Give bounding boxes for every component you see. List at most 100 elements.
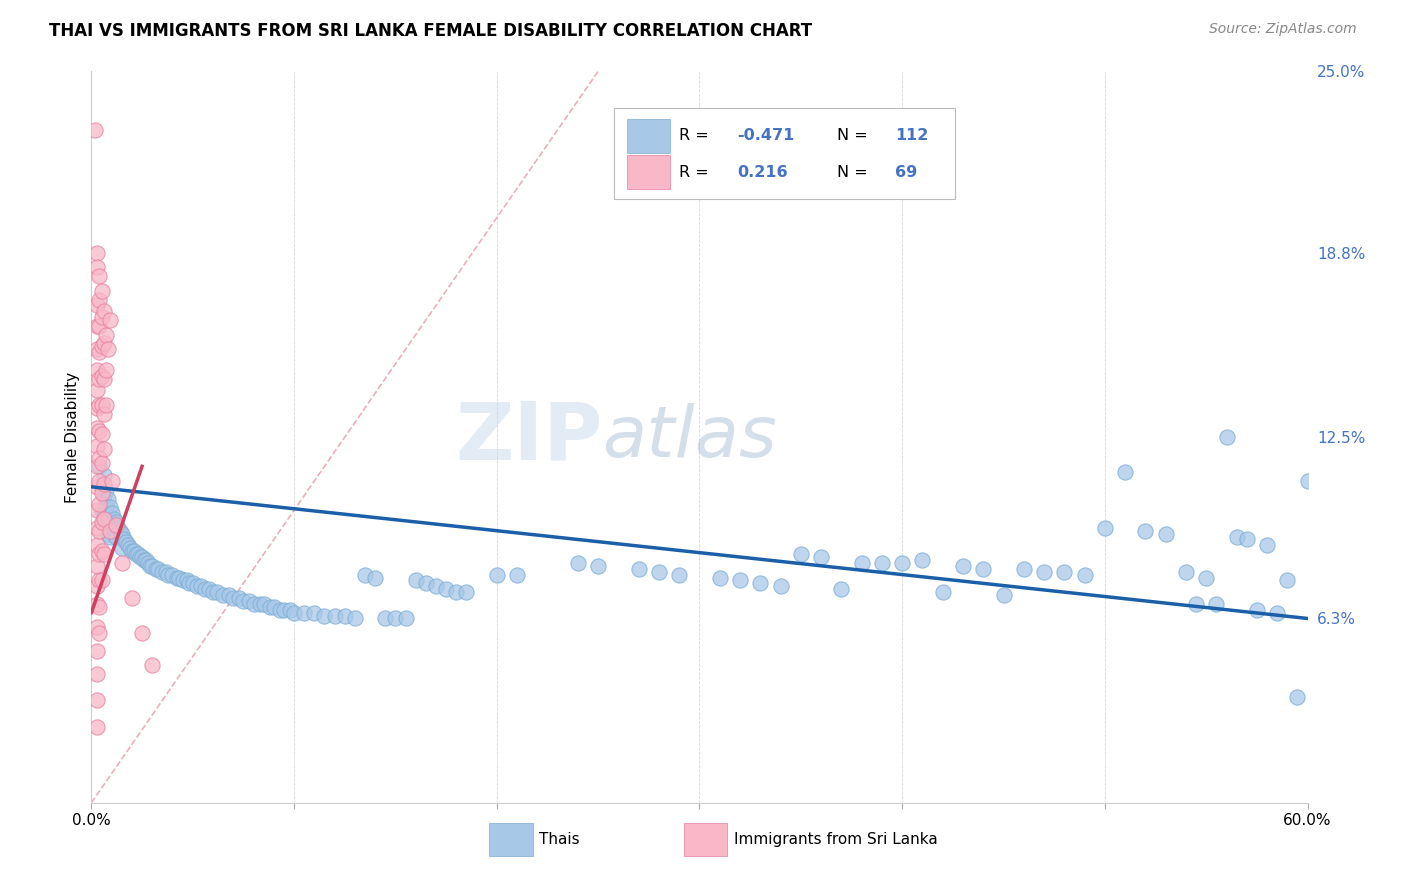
Point: [129, 549, 152, 564]
Point: [749, 576, 772, 591]
Point: [911, 553, 934, 567]
Point: [238, 594, 260, 608]
Point: [343, 611, 366, 625]
Point: [394, 611, 416, 625]
Point: [1053, 565, 1076, 579]
Text: Immigrants from Sri Lanka: Immigrants from Sri Lanka: [734, 832, 938, 847]
Point: [90, 574, 112, 588]
Point: [162, 567, 184, 582]
Point: [232, 594, 254, 608]
Text: Thais: Thais: [538, 832, 579, 847]
Point: [97, 491, 120, 506]
Point: [810, 549, 832, 564]
Point: [1033, 565, 1056, 579]
Point: [648, 565, 671, 579]
Point: [709, 570, 731, 584]
Point: [121, 591, 143, 605]
Point: [127, 547, 149, 561]
Point: [278, 603, 301, 617]
Text: 112: 112: [896, 128, 929, 144]
Point: [202, 585, 225, 599]
Point: [86, 503, 108, 517]
Point: [135, 553, 157, 567]
Point: [405, 574, 427, 588]
Text: Source: ZipAtlas.com: Source: ZipAtlas.com: [1209, 22, 1357, 37]
Point: [93, 442, 115, 456]
Point: [90, 310, 112, 325]
Point: [177, 576, 200, 591]
Point: [314, 608, 336, 623]
FancyBboxPatch shape: [614, 108, 955, 200]
Point: [283, 606, 305, 620]
Point: [485, 567, 508, 582]
Point: [89, 459, 111, 474]
Point: [157, 567, 180, 582]
Point: [870, 556, 893, 570]
Point: [89, 318, 111, 333]
Point: [176, 574, 198, 588]
Point: [249, 597, 271, 611]
Point: [90, 515, 112, 529]
Point: [86, 667, 108, 681]
Point: [86, 720, 108, 734]
Point: [374, 611, 396, 625]
Point: [86, 421, 108, 435]
Point: [93, 512, 115, 526]
Y-axis label: Female Disability: Female Disability: [65, 371, 80, 503]
Point: [1175, 565, 1198, 579]
FancyBboxPatch shape: [683, 822, 727, 856]
Point: [89, 424, 111, 438]
Point: [98, 524, 121, 538]
Point: [627, 562, 650, 576]
Point: [425, 579, 447, 593]
Point: [769, 579, 792, 593]
FancyBboxPatch shape: [489, 822, 533, 856]
Point: [253, 597, 276, 611]
Point: [98, 515, 121, 529]
Point: [456, 585, 478, 599]
Point: [952, 558, 974, 573]
Point: [122, 544, 145, 558]
Point: [384, 611, 406, 625]
Point: [364, 570, 387, 584]
Point: [89, 293, 111, 307]
Point: [728, 574, 751, 588]
Point: [86, 480, 108, 494]
Point: [89, 474, 111, 488]
Point: [444, 585, 467, 599]
Point: [117, 538, 139, 552]
Point: [94, 327, 117, 342]
Point: [93, 509, 115, 524]
Point: [790, 547, 813, 561]
Point: [172, 574, 194, 588]
Point: [1215, 430, 1237, 444]
Point: [273, 603, 295, 617]
Point: [86, 401, 108, 415]
Point: [125, 547, 148, 561]
Text: N =: N =: [837, 165, 873, 180]
Point: [333, 608, 356, 623]
Point: [668, 567, 690, 582]
Point: [86, 521, 108, 535]
Point: [86, 343, 108, 357]
Point: [98, 530, 121, 544]
Point: [1154, 526, 1177, 541]
Point: [98, 313, 121, 327]
Point: [354, 567, 377, 582]
Point: [1226, 530, 1249, 544]
Point: [86, 597, 108, 611]
Point: [86, 318, 108, 333]
Point: [1195, 570, 1218, 584]
Point: [121, 544, 143, 558]
Point: [1205, 597, 1227, 611]
Point: [93, 476, 115, 491]
Text: 0.216: 0.216: [737, 165, 787, 180]
Point: [1012, 562, 1035, 576]
Point: [1236, 533, 1258, 547]
Point: [993, 588, 1015, 602]
Point: [150, 565, 173, 579]
Point: [141, 658, 163, 673]
Point: [830, 582, 852, 597]
Point: [139, 558, 162, 573]
Point: [100, 506, 122, 520]
